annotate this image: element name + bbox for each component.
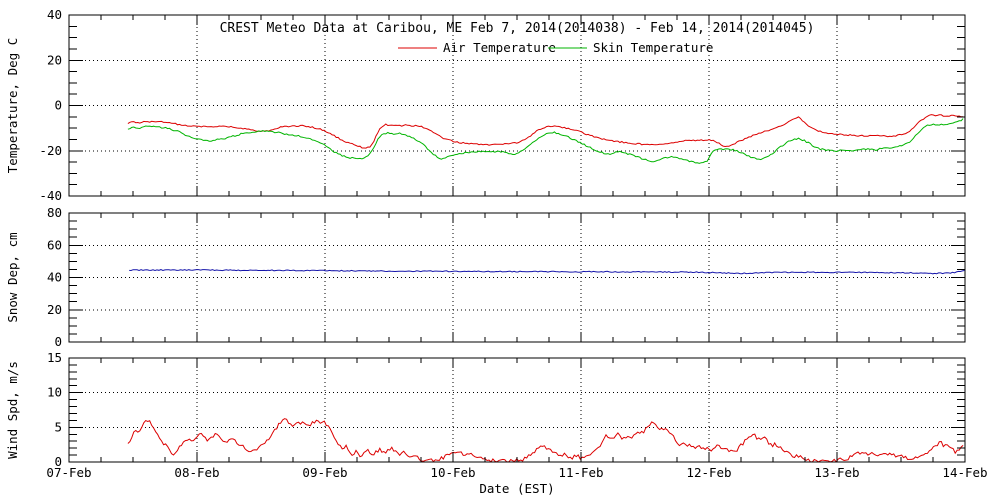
x-tick-label: 10-Feb bbox=[430, 465, 475, 480]
chart-title: CREST Meteo Data at Caribou, ME Feb 7, 2… bbox=[220, 21, 815, 36]
y-tick-label: 20 bbox=[47, 52, 62, 67]
x-tick-label: 11-Feb bbox=[558, 465, 603, 480]
x-tick-label: 14-Feb bbox=[942, 465, 987, 480]
panel-frame bbox=[68, 357, 966, 463]
x-tick-label: 12-Feb bbox=[686, 465, 731, 480]
x-tick-label: 09-Feb bbox=[302, 465, 347, 480]
panel-temperature: -40 -20 0 20 40 Temperature, Deg C bbox=[5, 7, 966, 203]
y-axis-title-temperature: Temperature, Deg C bbox=[5, 38, 20, 173]
y-tick-label: 0 bbox=[54, 98, 62, 113]
x-axis-title: Date (EST) bbox=[479, 481, 554, 496]
y-tick-label: -40 bbox=[39, 188, 62, 203]
y-tick-label: 5 bbox=[54, 419, 62, 434]
panel-snow: 0 20 40 60 80 Snow Dep, cm bbox=[5, 205, 966, 349]
y-axis-title-wind: Wind Spd, m/s bbox=[5, 361, 20, 459]
y-tick-label: 15 bbox=[47, 350, 62, 365]
y-tick-label: 10 bbox=[47, 385, 62, 400]
y-tick-label: 0 bbox=[54, 334, 62, 349]
panel-frame bbox=[68, 14, 966, 197]
y-tick-label: 60 bbox=[47, 237, 62, 252]
y-tick-label: 0 bbox=[54, 454, 62, 469]
y-tick-label: 20 bbox=[47, 302, 62, 317]
y-tick-label: 40 bbox=[47, 270, 62, 285]
title-and-legend: CREST Meteo Data at Caribou, ME Feb 7, 2… bbox=[220, 21, 815, 55]
legend-air-label: Air Temperature bbox=[443, 40, 556, 55]
panel-frame bbox=[68, 212, 966, 343]
legend-skin-label: Skin Temperature bbox=[593, 40, 713, 55]
y-tick-label: 80 bbox=[47, 205, 62, 220]
x-axis-labels: 07-Feb 08-Feb 09-Feb 10-Feb 11-Feb 12-Feb 13-F… bbox=[46, 465, 987, 496]
x-tick-label: 13-Feb bbox=[814, 465, 859, 480]
snow-depth-line bbox=[129, 269, 965, 275]
y-axis-title-snow: Snow Dep, cm bbox=[5, 232, 20, 322]
y-tick-label: -20 bbox=[39, 143, 62, 158]
wind-speed-line bbox=[127, 418, 964, 462]
x-tick-label: 07-Feb bbox=[46, 465, 91, 480]
skin-temperature-line bbox=[127, 118, 964, 164]
panel-wind: 0 5 10 15 Wind Spd, m/s bbox=[5, 350, 966, 469]
x-tick-label: 08-Feb bbox=[174, 465, 219, 480]
y-tick-label: 40 bbox=[47, 7, 62, 22]
